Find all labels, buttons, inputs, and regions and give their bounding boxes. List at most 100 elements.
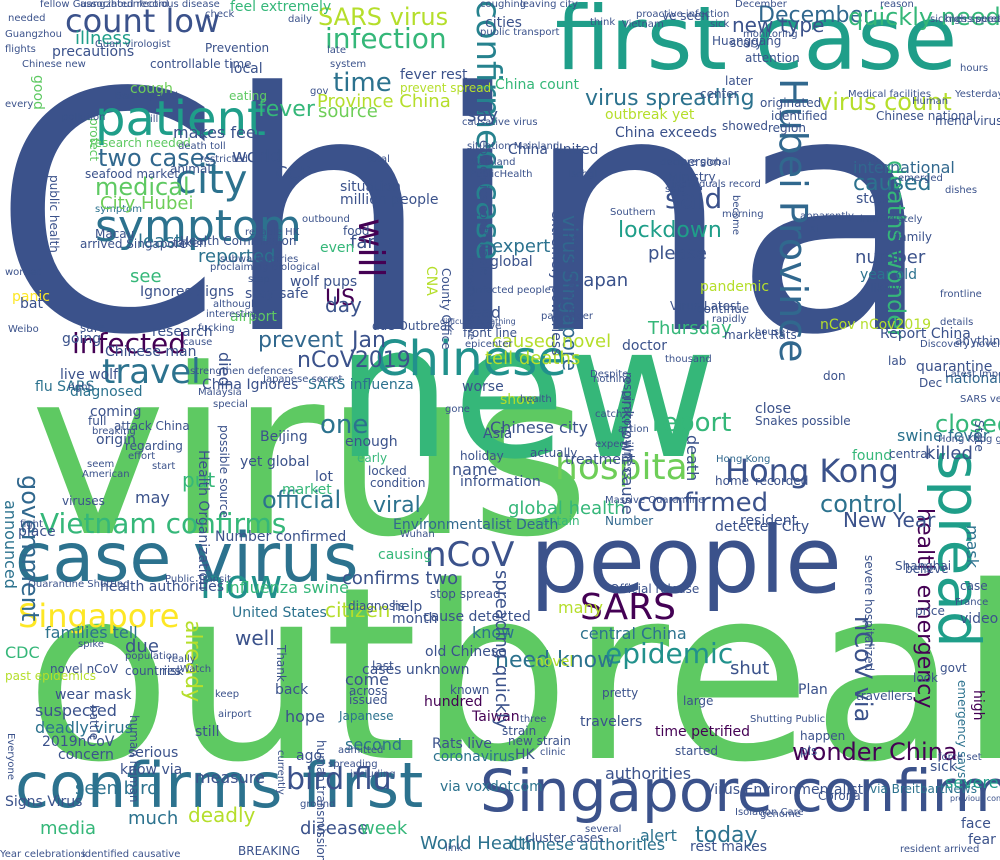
cloud-word-found: found — [852, 448, 893, 464]
cloud-word-control: control — [820, 490, 904, 518]
cloud-word-ischgl: Ischgl — [568, 169, 598, 180]
cloud-word-ncov: nCoV — [425, 535, 515, 575]
cloud-word-hong-kong: Hong Kong — [725, 452, 899, 490]
cloud-word-condition: condition — [370, 476, 426, 490]
cloud-word-new-type: new type — [732, 13, 825, 37]
cloud-word-start: start — [152, 461, 176, 472]
cloud-word-put: put — [182, 468, 216, 492]
cloud-word-needed: needed — [8, 13, 46, 24]
cloud-word-huanggang: Huanggang — [712, 34, 782, 48]
cloud-word-regarding: regarding — [125, 439, 183, 453]
cloud-word-pretty: pretty — [602, 686, 639, 700]
cloud-word-leaving-city: leaving city — [520, 0, 578, 10]
cloud-word-quickly-need: quickly need — [848, 3, 1000, 31]
cloud-word-stop-spread: stop spread — [430, 587, 501, 601]
cloud-word-chinese-city: Chinese city — [490, 418, 588, 437]
cloud-word-subways-ferries: subways ferries — [220, 254, 299, 265]
cloud-word-reported: reported — [198, 246, 276, 267]
cloud-word-public-transport: public transport — [480, 27, 560, 38]
cloud-word-ago: ago — [296, 748, 323, 764]
cloud-word-possible-source: possible source — [217, 425, 231, 518]
cloud-word-vietnam: Vietnam — [622, 19, 664, 30]
cloud-word-american: American — [82, 469, 130, 480]
cloud-word-outbound: outbound — [302, 214, 350, 225]
cloud-word-hospital: hospital — [555, 447, 698, 488]
cloud-word-reliable-hk: reliable HK — [245, 227, 300, 238]
cloud-word-health: health — [520, 394, 552, 405]
cloud-word-resident-arrived: resident arrived — [900, 844, 980, 855]
cloud-word-thousand: thousand — [665, 354, 712, 365]
cloud-word-ministry: Ministry — [668, 170, 716, 184]
cloud-word-caused-novel: caused novel — [492, 331, 612, 352]
cloud-word-high: high — [970, 690, 986, 721]
cloud-word-identified-causative: identified causative — [82, 849, 181, 860]
cloud-word-global: global — [490, 254, 533, 270]
cloud-word-december: December — [758, 3, 873, 28]
cloud-word-worse: worse — [462, 379, 504, 395]
cloud-word-chinese-authorities: Chinese authorities — [510, 835, 666, 854]
cloud-word-death: death — [683, 435, 702, 482]
cloud-word-show: show — [500, 392, 537, 408]
cloud-word-really: really — [168, 654, 196, 665]
cloud-word-anything: anything — [955, 334, 1000, 348]
cloud-word-attention: attention — [745, 51, 800, 65]
cloud-word-month: month — [392, 611, 438, 627]
cloud-word-cluster-cases: cluster cases — [525, 831, 604, 845]
cloud-word-sars-influenza: SARS influenza — [308, 377, 414, 393]
cloud-word-keep: keep — [215, 689, 240, 700]
cloud-word-fucking: fucking — [198, 323, 235, 334]
cloud-word-china-united: China United — [508, 142, 599, 158]
cloud-word-originated: originated — [760, 96, 822, 110]
cloud-word-concern: concern — [58, 747, 114, 763]
cloud-word-chinese-man: Chinese man — [105, 344, 197, 360]
cloud-word-read: read — [465, 303, 502, 322]
cloud-word-panic: panic — [12, 289, 50, 305]
cloud-word-serious: serious — [128, 745, 179, 761]
cloud-word-currently: currently — [275, 750, 286, 795]
cloud-word-time: time — [333, 68, 392, 98]
cloud-word-via-breitbartnews: via BreitbartNews — [870, 782, 977, 796]
cloud-word-cough: cough — [130, 81, 173, 97]
cloud-word-thank: Thank — [274, 645, 288, 682]
cloud-word-authorities: authorities — [605, 764, 692, 783]
cloud-word-contain: contain — [535, 514, 580, 528]
cloud-word-case: case — [960, 579, 988, 593]
cloud-word-strengthen-defences: strengthen defences — [190, 366, 294, 377]
cloud-word-see: see — [130, 266, 162, 287]
cloud-word-public-transit: Public Transit — [165, 574, 231, 585]
cloud-word-house: house — [755, 327, 786, 338]
cloud-word-reason: reason — [880, 0, 914, 10]
cloud-word-pollution: pollution — [62, 112, 106, 123]
cloud-word-medical: medical — [95, 173, 190, 201]
cloud-word-travellers: travellers — [856, 689, 913, 703]
cloud-word-cna: CNA — [423, 266, 439, 296]
cloud-word-food: food — [343, 224, 370, 238]
cloud-word-epicenter: epicenter — [465, 339, 513, 350]
cloud-word-latest-imposes: Latest Imposes — [945, 369, 1000, 380]
cloud-word-snakes-possible: Snakes possible — [755, 414, 851, 428]
cloud-word-wear-mask: wear mask — [55, 687, 132, 703]
cloud-word-confirms-two: confirms two — [342, 568, 459, 589]
cloud-word-france: France — [955, 597, 989, 608]
cloud-word-via-voxdotcom: via voxdotcom — [440, 779, 543, 795]
cloud-word-ncov-ncov2019: nCov nCov2019 — [820, 317, 932, 333]
cloud-word-bat: bat — [20, 296, 43, 312]
cloud-word-know-via: know via — [120, 762, 183, 778]
cloud-word-close: close — [755, 401, 792, 417]
cloud-word-now: now — [200, 562, 283, 608]
cloud-word-patient: patient — [95, 91, 266, 147]
cloud-word-massive-quarantine: Massive Quarantine — [605, 495, 705, 506]
cloud-word-coronavirus: coronavirus — [433, 749, 515, 765]
cloud-word-effort: effort — [128, 451, 156, 462]
cloud-word-viruses: viruses — [62, 494, 105, 508]
cloud-word-malaysia: Malaysia — [198, 387, 242, 398]
cloud-word-catch: catch — [595, 409, 623, 420]
cloud-word-person: person — [680, 155, 722, 169]
cloud-word-year-celebrations: Year celebrations — [0, 849, 86, 860]
cloud-word-local: local — [230, 61, 263, 77]
cloud-word-disease: disease — [300, 818, 369, 839]
cloud-word-think: think — [590, 17, 616, 28]
cloud-word-measure: measure — [195, 768, 265, 787]
cloud-word-due-outbreak: due Outbreak — [372, 319, 455, 333]
cloud-word-weibo: Weibo — [8, 324, 39, 335]
